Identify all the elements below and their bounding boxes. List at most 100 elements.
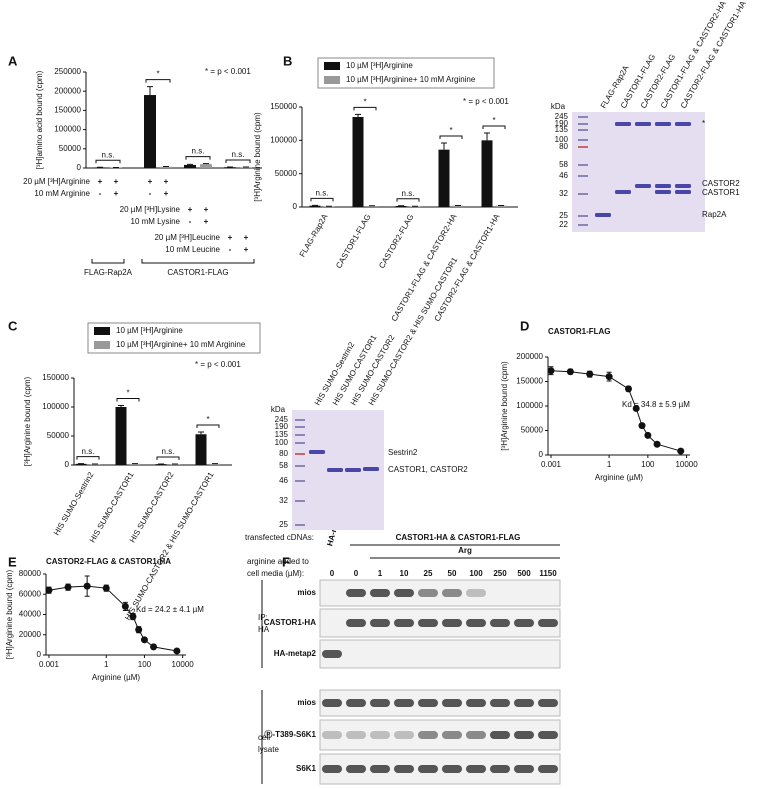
- bar: [366, 206, 378, 207]
- marker-label: 32: [559, 189, 568, 198]
- bracket: [156, 456, 180, 460]
- blot-band: [346, 589, 366, 597]
- gel-band: [655, 184, 671, 188]
- y-tick-label: 60000: [19, 589, 42, 598]
- x-tick-label: 100: [641, 460, 655, 469]
- condition-mark: +: [114, 189, 119, 198]
- gel-band: [595, 213, 611, 217]
- ladder-band: [578, 116, 588, 118]
- x-tick-label: 1: [607, 460, 612, 469]
- blot-band: [466, 589, 486, 597]
- y-tick-label: 100000: [516, 401, 543, 410]
- row-label: mios: [297, 698, 316, 707]
- bracket: [353, 106, 377, 111]
- gel-band: [635, 122, 651, 126]
- ladder-band: [578, 193, 588, 195]
- y-tick-label: 80000: [19, 569, 42, 578]
- bar: [169, 464, 181, 465]
- point: [140, 636, 148, 644]
- y-tick-label: 100000: [270, 135, 297, 144]
- y-tick-label: 200000: [516, 352, 543, 361]
- y-tick-label: 40000: [19, 610, 42, 619]
- y-tick-label: 150000: [516, 377, 543, 386]
- blot-band: [514, 731, 534, 739]
- panel-letter: C: [8, 318, 18, 333]
- band-label: Rap2A: [702, 210, 727, 219]
- x-tick-label: 100: [138, 660, 152, 669]
- condition-mark: +: [98, 177, 103, 186]
- blot-band: [418, 699, 438, 707]
- bar: [195, 434, 207, 465]
- ladder-band: [578, 146, 588, 148]
- legend-swatch: [94, 327, 110, 335]
- bracket-label: n.s.: [316, 189, 329, 198]
- bar: [160, 166, 172, 168]
- ladder-band: [295, 480, 305, 482]
- ladder-band: [295, 524, 305, 526]
- ladder-band: [295, 426, 305, 428]
- x-axis-label: Arginine (µM): [595, 473, 644, 482]
- band-label: CASTOR1, CASTOR2: [388, 465, 468, 474]
- legend-label: 10 µM [³H]Arginine: [116, 326, 183, 335]
- condition-mark: -: [189, 217, 192, 226]
- y-axis-label: [³H]Arginine bound (cpm): [253, 112, 262, 202]
- section-label: HA: [258, 625, 270, 634]
- marker-label: 22: [559, 220, 568, 229]
- bracket-label: n.s.: [232, 150, 245, 159]
- blot-band: [322, 765, 342, 773]
- bracket-label: n.s.: [102, 150, 115, 159]
- error-bar: [147, 86, 153, 96]
- gel-band: [655, 122, 671, 126]
- blot-band: [442, 765, 462, 773]
- blot-band: [346, 731, 366, 739]
- fit-line: [550, 370, 681, 452]
- point: [173, 647, 181, 655]
- condition-mark: +: [244, 245, 249, 254]
- blot-band: [370, 731, 390, 739]
- blot-band: [442, 619, 462, 627]
- section-label: lysate: [258, 745, 279, 754]
- error-bar: [484, 132, 490, 141]
- blot-band: [442, 589, 462, 597]
- marker-label: 32: [279, 496, 288, 505]
- point: [135, 626, 143, 634]
- point: [83, 582, 91, 590]
- lane-label: 500: [517, 569, 531, 578]
- legend-label: 10 µM [³H]Arginine+ 10 mM Arginine: [116, 340, 246, 349]
- ladder-band: [578, 164, 588, 166]
- band-label: *: [702, 119, 705, 128]
- x-tick-label: 10000: [675, 460, 698, 469]
- blot-band: [514, 619, 534, 627]
- panel-letter: D: [520, 318, 529, 333]
- marker-label: 245: [275, 415, 289, 424]
- ladder-band: [295, 465, 305, 467]
- blot-band: [418, 619, 438, 627]
- point: [45, 586, 53, 594]
- marker-label: 58: [559, 160, 568, 169]
- blot-band: [370, 765, 390, 773]
- treatment-label: Arg: [458, 546, 472, 555]
- lane-label: 1: [378, 569, 383, 578]
- x-tick-label: CASTOR1-FLAG: [334, 213, 372, 271]
- legend-box: [317, 57, 495, 89]
- y-tick-label: 0: [293, 202, 298, 211]
- condition-label: 10 mM Leucine: [165, 245, 220, 254]
- error-bar: [203, 163, 209, 165]
- blot-band: [466, 619, 486, 627]
- y-tick-label: 150000: [270, 102, 297, 111]
- error-bar: [441, 142, 447, 150]
- band-label: CASTOR2: [702, 179, 740, 188]
- bar: [155, 464, 167, 465]
- blot-band: [418, 731, 438, 739]
- point: [638, 422, 646, 430]
- ladder-band: [578, 139, 588, 141]
- y-tick-label: 0: [65, 460, 70, 469]
- lane-label: 0: [354, 569, 359, 578]
- bar: [481, 140, 493, 207]
- point: [150, 643, 158, 651]
- ladder-band: [295, 419, 305, 421]
- y-axis-label: [³H]Arginine bound (cpm): [500, 361, 509, 451]
- note: * = p < 0.001: [205, 67, 251, 76]
- bracket-label: n.s.: [402, 189, 415, 198]
